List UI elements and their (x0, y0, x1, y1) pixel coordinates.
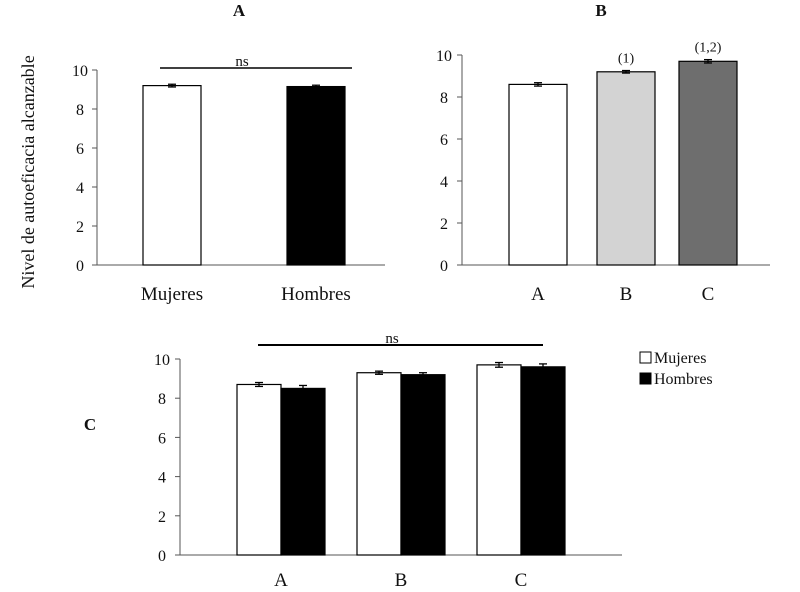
panel-b-annotation: (1) (618, 52, 635, 67)
panel-b-y-tick-label: 6 (440, 132, 448, 149)
panel-a-y-tick-label: 0 (76, 258, 84, 275)
panel-c-legend-swatch (639, 372, 652, 385)
panel-c-mujeres-b-bar (356, 372, 402, 556)
panel-a-y-tick-label: 10 (72, 63, 88, 80)
panel-c-category-label: A (274, 570, 288, 591)
panel-c-legend-label: Hombres (654, 371, 713, 388)
panel-c-category-label: B (395, 570, 408, 591)
panel-c-y-tick-label: 4 (158, 470, 166, 487)
panel-a-letter: A (233, 1, 246, 20)
panel-a-hombres-bar (286, 85, 346, 266)
panel-c-y-tick-label: 10 (154, 352, 170, 369)
panel-c-hombres-a-bar (280, 387, 326, 556)
y-axis-label: Nivel de autoeficacia alcanzable (18, 55, 38, 288)
panel-b-y-tick-label: 10 (436, 48, 452, 65)
panel-b-y-tick-label: 0 (440, 258, 448, 275)
panel-b-y-tick-label: 8 (440, 90, 448, 107)
panel-a-y-tick-label: 6 (76, 141, 84, 158)
panel-b-y-tick-label: 4 (440, 174, 448, 191)
panel-c-mujeres-c-bar (476, 364, 522, 556)
panel-c-letter: C (84, 415, 96, 434)
panel-b-b-bar (596, 71, 656, 266)
panel-c-mujeres-a-bar (236, 383, 282, 556)
panel-a-category-label: Hombres (281, 284, 351, 305)
panel-b-category-label: A (531, 284, 545, 305)
panel-c-legend-label: Mujeres (654, 350, 706, 367)
panel-c-y-tick-label: 0 (158, 548, 166, 565)
panel-b-letter: B (595, 1, 606, 20)
panel-b-y-tick-label: 2 (440, 216, 448, 233)
panel-a-y-tick-label: 8 (76, 102, 84, 119)
panel-a-category-label: Mujeres (141, 284, 203, 305)
panel-b-category-label: B (620, 284, 633, 305)
panel-b-category-label: C (702, 284, 715, 305)
panel-c-hombres-c-bar (520, 366, 566, 556)
panel-a-y-tick-label: 4 (76, 180, 84, 197)
panel-c-chart: 0 2 4 6 8 10 A B Cns Mujeres Hombres (154, 331, 713, 591)
panel-c-hombres-b-bar (400, 374, 446, 556)
panel-c-y-tick-label: 8 (158, 391, 166, 408)
panel-b-c-bar (678, 60, 738, 266)
panel-c-y-tick-label: 6 (158, 430, 166, 447)
panel-b-chart: 0 2 4 6 8 10 A B (1) C (1,2) (436, 41, 770, 305)
panel-c-y-tick-label: 2 (158, 509, 166, 526)
panel-a-y-tick-label: 2 (76, 219, 84, 236)
panel-a-significance-label: ns (235, 54, 249, 70)
panel-c-significance-label: ns (385, 331, 399, 347)
panel-b-a-bar (508, 83, 568, 266)
panel-c-category-label: C (515, 570, 528, 591)
panel-a-chart: 0 2 4 6 8 10 Mujeres Hombres ns (72, 54, 385, 305)
panel-a-mujeres-bar (142, 84, 202, 266)
panel-b-annotation: (1,2) (695, 41, 722, 56)
panel-c-legend-swatch (639, 351, 652, 364)
